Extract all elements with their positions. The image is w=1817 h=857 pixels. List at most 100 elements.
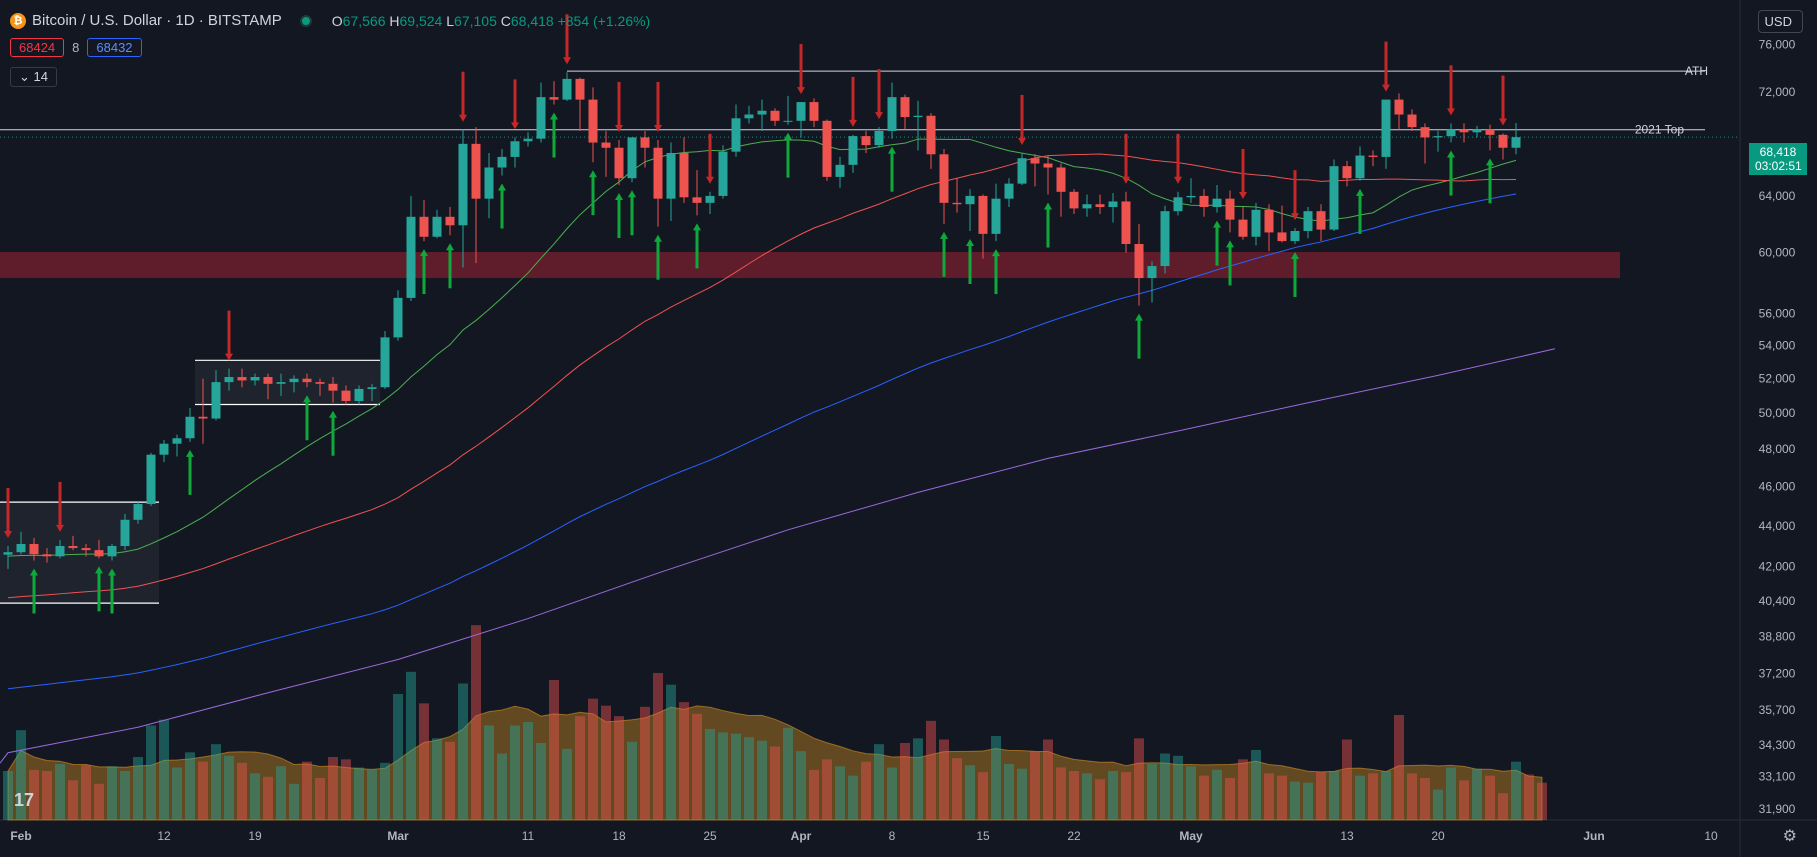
candle-body — [718, 151, 728, 196]
candle-body — [1303, 211, 1313, 232]
gear-icon[interactable]: ⚙ — [1782, 828, 1797, 845]
sell-signal-head — [1018, 137, 1026, 145]
candle-body — [874, 130, 884, 146]
candle-body — [367, 387, 377, 389]
candle-body — [705, 195, 715, 203]
x-tick-label: 11 — [522, 829, 535, 843]
symbol-title[interactable]: Bitcoin / U.S. Dollar · 1D · BITSTAMP — [32, 12, 282, 29]
candle-body — [861, 136, 871, 146]
y-tick-label: 34,300 — [1759, 738, 1796, 752]
x-tick-label: 18 — [612, 829, 626, 843]
candle-body — [523, 138, 533, 142]
candle-body — [133, 504, 143, 520]
indicators-count: 14 — [33, 69, 48, 84]
buy-signal-head — [784, 132, 792, 140]
buy-button[interactable]: 68432 — [87, 38, 142, 57]
candle-body — [1420, 127, 1430, 138]
candle-body — [965, 195, 975, 205]
ath-line-label: ATH — [1685, 64, 1708, 78]
sell-signal-head — [1174, 176, 1182, 184]
candle-body — [289, 378, 299, 383]
x-tick-label: 19 — [248, 829, 262, 843]
sell-signal-head — [1499, 118, 1507, 126]
candle-body — [1069, 191, 1079, 209]
volume-bar — [770, 746, 780, 820]
volume-bar — [1368, 773, 1378, 820]
volume-bar — [445, 741, 455, 820]
volume-bar — [731, 733, 741, 820]
y-tick-label: 76,000 — [1759, 38, 1796, 52]
candle-body — [1290, 231, 1300, 242]
volume-bar — [276, 766, 286, 820]
candle-body — [1225, 198, 1235, 220]
candle-body — [1004, 183, 1014, 199]
volume-bar — [887, 767, 897, 820]
sell-button[interactable]: 68424 — [10, 38, 65, 57]
volume-bar — [81, 765, 91, 820]
trade-buttons: 68424 8 68432 — [10, 38, 142, 57]
volume-bar — [1264, 773, 1274, 820]
volume-bar — [1199, 775, 1209, 820]
volume-bar — [250, 773, 260, 820]
candle-body — [94, 550, 104, 557]
candle-body — [601, 142, 611, 148]
volume-bar — [1147, 764, 1157, 820]
candle-body — [692, 197, 702, 203]
volume-bar — [1134, 738, 1144, 820]
buy-signal-head — [1226, 240, 1234, 248]
candle-body — [1238, 219, 1248, 237]
candle-body — [536, 97, 546, 139]
volume-bar — [120, 771, 130, 820]
candle-body — [796, 102, 806, 121]
ma100-line — [7, 193, 1517, 690]
volume-bar — [1407, 773, 1417, 820]
candle-body — [731, 118, 741, 152]
sell-signal-head — [56, 524, 64, 532]
volume-bar — [133, 757, 143, 820]
candle-body — [315, 382, 325, 384]
volume-bar — [1069, 771, 1079, 820]
volume-bar — [1316, 772, 1326, 820]
buy-signal-head — [186, 449, 194, 457]
candle-body — [1381, 99, 1391, 157]
indicators-toggle[interactable]: ⌄ 14 — [10, 67, 57, 87]
sell-signal-head — [563, 57, 571, 65]
currency-select[interactable]: USD — [1757, 10, 1803, 33]
sell-signal-head — [875, 112, 883, 120]
x-tick-label: 20 — [1431, 829, 1445, 843]
volume-bar — [1082, 773, 1092, 820]
volume-bar — [926, 720, 936, 820]
sell-signal-head — [1291, 213, 1299, 221]
candle-body — [757, 110, 767, 115]
buy-signal-head — [550, 112, 558, 120]
volume-bar — [315, 778, 325, 820]
volume-bar — [263, 776, 273, 820]
volume-bar — [419, 703, 429, 820]
volume-bar — [55, 764, 65, 820]
buy-signal-head — [589, 170, 597, 178]
volume-bar — [1225, 778, 1235, 820]
volume-bar — [601, 705, 611, 820]
volume-bar — [783, 727, 793, 820]
volume-bar — [16, 730, 26, 820]
buy-signal-head — [329, 410, 337, 418]
volume-bar — [1108, 771, 1118, 820]
chevron-down-icon: ⌄ — [19, 69, 30, 84]
y-tick-label: 37,200 — [1759, 667, 1796, 681]
candle-body — [1264, 209, 1274, 233]
volume-bar — [1030, 751, 1040, 820]
candle-body — [198, 416, 208, 419]
ohlc-readout: O67,566 H69,524 L67,105 C68,418 +854 (+1… — [331, 12, 651, 29]
candle-body — [380, 337, 390, 388]
y-tick-label: 64,000 — [1759, 189, 1796, 203]
candle-body — [445, 216, 455, 226]
candle-body — [1368, 155, 1378, 157]
volume-bar — [822, 759, 832, 820]
y-tick-label: 44,000 — [1759, 519, 1796, 533]
volume-bar — [900, 743, 910, 820]
tradingview-logo[interactable]: 17 — [14, 790, 35, 810]
candle-body — [250, 377, 260, 381]
candle-body — [640, 137, 650, 148]
